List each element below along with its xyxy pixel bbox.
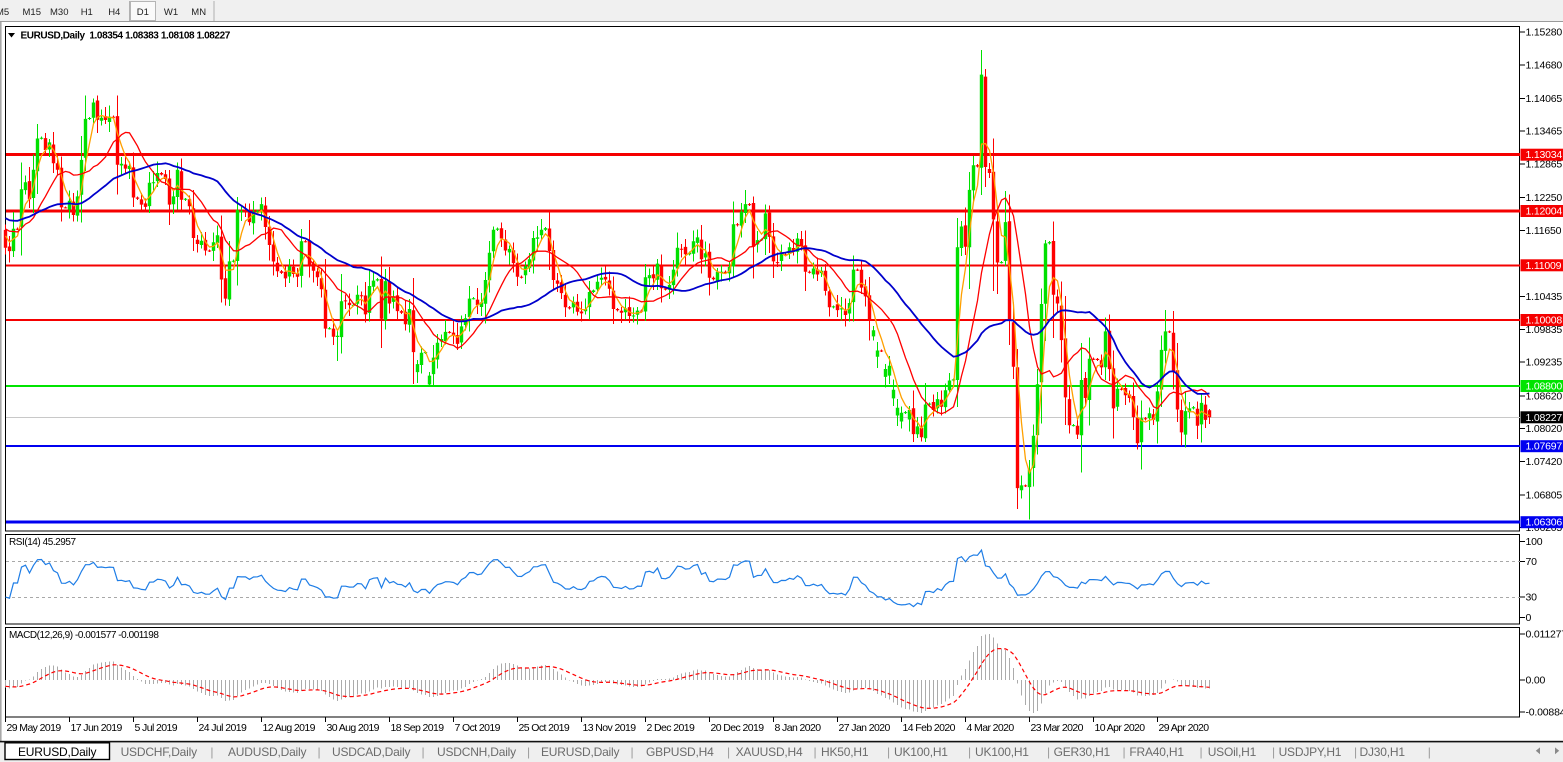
svg-text:DJ30,H1: DJ30,H1 bbox=[1360, 745, 1406, 759]
svg-text:FRA40,H1: FRA40,H1 bbox=[1129, 745, 1184, 759]
svg-text:-0.008845: -0.008845 bbox=[1526, 707, 1563, 719]
svg-text:1.07420: 1.07420 bbox=[1526, 456, 1563, 468]
svg-text:18 Sep 2019: 18 Sep 2019 bbox=[391, 722, 445, 734]
svg-text:|: | bbox=[814, 745, 817, 759]
svg-text:D1: D1 bbox=[137, 7, 149, 18]
svg-text:24 Jul 2019: 24 Jul 2019 bbox=[199, 722, 247, 734]
svg-text:29 Apr 2020: 29 Apr 2020 bbox=[1159, 722, 1210, 734]
svg-text:20 Dec 2019: 20 Dec 2019 bbox=[711, 722, 765, 734]
svg-text:RSI(14) 45.2957: RSI(14) 45.2957 bbox=[9, 537, 77, 548]
svg-text:|: | bbox=[422, 745, 425, 759]
svg-text:1.09235: 1.09235 bbox=[1526, 357, 1563, 369]
svg-text:EURUSD,Daily: EURUSD,Daily bbox=[18, 745, 96, 759]
svg-text:W1: W1 bbox=[164, 7, 178, 18]
svg-text:XAUUSD,H4: XAUUSD,H4 bbox=[736, 745, 803, 759]
svg-text:1.14680: 1.14680 bbox=[1526, 59, 1563, 71]
svg-text:30: 30 bbox=[1526, 592, 1538, 604]
svg-text:USDCAD,Daily: USDCAD,Daily bbox=[332, 745, 410, 759]
svg-text:|: | bbox=[1354, 745, 1357, 759]
svg-text:8 Jan 2020: 8 Jan 2020 bbox=[775, 722, 822, 734]
svg-text:|: | bbox=[527, 745, 530, 759]
svg-text:25 Oct 2019: 25 Oct 2019 bbox=[519, 722, 570, 734]
svg-text:USDJPY,H1: USDJPY,H1 bbox=[1279, 745, 1342, 759]
svg-text:13 Nov 2019: 13 Nov 2019 bbox=[583, 722, 637, 734]
svg-text:USOil,H1: USOil,H1 bbox=[1208, 745, 1257, 759]
svg-text:|: | bbox=[1047, 745, 1050, 759]
svg-text:USDCHF,Daily: USDCHF,Daily bbox=[121, 745, 197, 759]
svg-text:AUDUSD,Daily: AUDUSD,Daily bbox=[228, 745, 306, 759]
svg-text:1.12250: 1.12250 bbox=[1526, 192, 1563, 204]
svg-text:70: 70 bbox=[1526, 556, 1538, 568]
svg-text:1.09835: 1.09835 bbox=[1526, 324, 1563, 336]
svg-text:1.14065: 1.14065 bbox=[1526, 93, 1563, 105]
svg-text:GBPUSD,H4: GBPUSD,H4 bbox=[646, 745, 714, 759]
svg-text:1.07697: 1.07697 bbox=[1526, 441, 1563, 453]
svg-text:0: 0 bbox=[1526, 612, 1532, 624]
svg-text:1.11650: 1.11650 bbox=[1526, 225, 1562, 237]
svg-text:M15: M15 bbox=[23, 7, 41, 18]
svg-text:4 Mar 2020: 4 Mar 2020 bbox=[967, 722, 1015, 734]
svg-text:MN: MN bbox=[191, 7, 206, 18]
svg-text:1.08227: 1.08227 bbox=[1526, 412, 1563, 424]
svg-text:29 May 2019: 29 May 2019 bbox=[7, 722, 62, 734]
svg-text:2 Dec 2019: 2 Dec 2019 bbox=[647, 722, 695, 734]
svg-text:1.06306: 1.06306 bbox=[1526, 517, 1563, 529]
svg-text:1.12004: 1.12004 bbox=[1526, 206, 1563, 218]
svg-text:1.13034: 1.13034 bbox=[1526, 149, 1563, 161]
svg-text:H1: H1 bbox=[81, 7, 93, 18]
svg-text:|: | bbox=[887, 745, 890, 759]
svg-text:1.13465: 1.13465 bbox=[1526, 126, 1563, 138]
svg-text:|: | bbox=[1200, 745, 1203, 759]
svg-text:5 Jul 2019: 5 Jul 2019 bbox=[135, 722, 178, 734]
svg-text:1.15280: 1.15280 bbox=[1526, 27, 1563, 39]
svg-text:27 Jan 2020: 27 Jan 2020 bbox=[839, 722, 891, 734]
svg-text:17 Jun 2019: 17 Jun 2019 bbox=[71, 722, 123, 734]
svg-text:EURUSD,Daily: EURUSD,Daily bbox=[541, 745, 619, 759]
svg-text:1.08020: 1.08020 bbox=[1526, 423, 1563, 435]
svg-text:|: | bbox=[1123, 745, 1126, 759]
svg-text:|: | bbox=[727, 745, 730, 759]
svg-text:|: | bbox=[210, 745, 213, 759]
svg-text:1.10435: 1.10435 bbox=[1526, 291, 1563, 303]
svg-text:0.011277: 0.011277 bbox=[1526, 629, 1563, 641]
svg-text:7 Oct 2019: 7 Oct 2019 bbox=[455, 722, 501, 734]
svg-text:|: | bbox=[318, 745, 321, 759]
svg-text:H4: H4 bbox=[108, 7, 120, 18]
svg-text:1.08620: 1.08620 bbox=[1526, 390, 1563, 402]
svg-text:M30: M30 bbox=[50, 7, 68, 18]
svg-text:MACD(12,26,9) -0.001577 -0.001: MACD(12,26,9) -0.001577 -0.001198 bbox=[9, 630, 159, 641]
svg-text:|: | bbox=[1428, 745, 1431, 759]
svg-text:10 Apr 2020: 10 Apr 2020 bbox=[1095, 722, 1146, 734]
svg-text:14 Feb 2020: 14 Feb 2020 bbox=[903, 722, 956, 734]
svg-text:12 Aug 2019: 12 Aug 2019 bbox=[263, 722, 316, 734]
svg-text:1.08800: 1.08800 bbox=[1526, 381, 1563, 393]
svg-text:23 Mar 2020: 23 Mar 2020 bbox=[1031, 722, 1084, 734]
svg-text:0.00: 0.00 bbox=[1526, 675, 1546, 687]
svg-text:1.11009: 1.11009 bbox=[1526, 260, 1562, 272]
svg-text:HK50,H1: HK50,H1 bbox=[821, 745, 869, 759]
svg-text:UK100,H1: UK100,H1 bbox=[975, 745, 1029, 759]
svg-text:1.10008: 1.10008 bbox=[1526, 315, 1563, 327]
svg-text:100: 100 bbox=[1526, 536, 1543, 548]
svg-text:|: | bbox=[631, 745, 634, 759]
svg-text:1.06805: 1.06805 bbox=[1526, 489, 1563, 501]
svg-text:M5: M5 bbox=[0, 7, 9, 18]
svg-text:EURUSD,Daily 1.08354 1.08383: EURUSD,Daily 1.08354 1.08383 1.08108 1.0… bbox=[21, 31, 231, 42]
svg-text:GER30,H1: GER30,H1 bbox=[1054, 745, 1111, 759]
svg-text:UK100,H1: UK100,H1 bbox=[894, 745, 948, 759]
svg-text:30 Aug 2019: 30 Aug 2019 bbox=[327, 722, 380, 734]
svg-text:USDCNH,Daily: USDCNH,Daily bbox=[437, 745, 516, 759]
svg-text:|: | bbox=[1272, 745, 1275, 759]
svg-text:1.12865: 1.12865 bbox=[1526, 158, 1563, 170]
svg-text:|: | bbox=[968, 745, 971, 759]
